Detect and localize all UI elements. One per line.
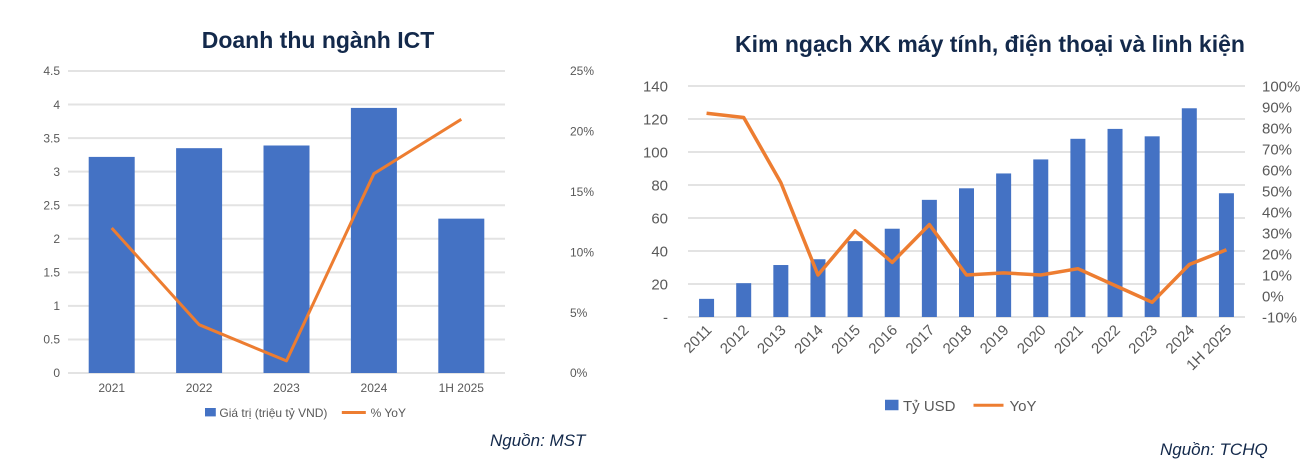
y2-tick-label: -10%	[1262, 309, 1297, 326]
bar	[996, 173, 1012, 317]
y-tick-label: 4	[53, 98, 60, 112]
legend-bar-label: Tỷ USD	[903, 398, 956, 415]
y-tick-label: -	[663, 309, 668, 326]
x-tick-label: 2020	[1014, 322, 1050, 358]
bar	[884, 228, 900, 317]
x-tick-label: 2021	[98, 381, 125, 395]
legend-bar-swatch	[885, 399, 899, 411]
bar	[1033, 159, 1049, 317]
x-tick-label: 2015	[828, 322, 864, 358]
x-tick-label: 2023	[1125, 322, 1161, 358]
y2-tick-label: 5%	[570, 306, 588, 320]
source-note: Nguồn: TCHQ	[1160, 440, 1268, 459]
bar	[847, 241, 863, 317]
bar	[736, 283, 752, 317]
x-tick-label: 2024	[361, 381, 388, 395]
bar	[959, 188, 974, 317]
y-tick-label: 140	[643, 78, 668, 95]
y-tick-label: 2.5	[43, 198, 60, 212]
y2-tick-label: 0%	[570, 366, 588, 380]
x-tick-label: 2011	[681, 322, 716, 357]
x-tick-label: 2013	[754, 322, 790, 358]
y-tick-label: 100	[643, 144, 668, 161]
x-tick-label: 2018	[940, 322, 976, 358]
y-tick-label: 1	[53, 299, 60, 313]
y-tick-label: 80	[651, 177, 668, 194]
chart-title: Doanh thu ngành ICT	[202, 27, 435, 53]
x-tick-label: 2014	[791, 322, 827, 358]
bar	[773, 265, 789, 317]
y-tick-label: 0	[53, 366, 60, 380]
x-tick-label: 2023	[273, 381, 300, 395]
x-tick-label: 2022	[186, 381, 213, 395]
y2-tick-label: 30%	[1262, 225, 1292, 242]
x-tick-label: 1H 2025	[439, 381, 485, 395]
source-note: Nguồn: MST	[490, 431, 587, 450]
legend-line-label: % YoY	[371, 406, 406, 420]
y2-tick-label: 20%	[1262, 246, 1292, 263]
y2-tick-label: 60%	[1262, 162, 1292, 179]
bar	[1144, 136, 1160, 317]
y-tick-label: 40	[651, 243, 668, 260]
x-tick-label: 2012	[717, 322, 753, 358]
y2-tick-label: 25%	[570, 64, 594, 78]
y-tick-label: 1.5	[43, 266, 60, 280]
y2-tick-label: 20%	[570, 125, 594, 139]
y2-tick-label: 15%	[570, 185, 594, 199]
x-tick-label: 2017	[903, 322, 939, 358]
y-tick-label: 4.5	[43, 64, 60, 78]
bar	[810, 259, 826, 317]
bar	[1070, 138, 1086, 317]
y2-tick-label: 100%	[1262, 78, 1300, 95]
y-tick-label: 20	[651, 276, 668, 293]
x-tick-label: 2021	[1051, 322, 1087, 358]
legend-line-label: YoY	[1010, 398, 1037, 415]
x-tick-label: 2022	[1088, 322, 1124, 358]
y2-tick-label: 50%	[1262, 183, 1292, 200]
bar	[699, 298, 715, 317]
bar	[263, 145, 310, 373]
bar	[88, 156, 135, 373]
chart-title: Kim ngạch XK máy tính, điện thoại và lin…	[735, 31, 1245, 57]
bar	[1181, 108, 1197, 318]
y2-tick-label: 90%	[1262, 99, 1292, 116]
y-tick-label: 2	[53, 232, 60, 246]
bar	[1107, 128, 1123, 317]
bar	[438, 218, 485, 373]
bar	[1218, 193, 1234, 317]
x-tick-label: 2019	[977, 322, 1013, 358]
bar	[176, 148, 223, 373]
y2-tick-label: 10%	[570, 245, 594, 259]
legend-bar-swatch	[205, 408, 216, 417]
bar	[921, 199, 937, 317]
bar	[350, 107, 397, 374]
x-tick-label: 2016	[865, 322, 901, 358]
y-tick-label: 3	[53, 165, 60, 179]
y-tick-label: 120	[643, 111, 668, 128]
y-tick-label: 0.5	[43, 333, 60, 347]
y2-tick-label: 10%	[1262, 267, 1292, 284]
y2-tick-label: 80%	[1262, 120, 1292, 137]
y2-tick-label: 40%	[1262, 204, 1292, 221]
y-tick-label: 60	[651, 210, 668, 227]
legend-bar-label: Giá trị (triệu tỷ VND)	[219, 406, 327, 420]
y2-tick-label: 70%	[1262, 141, 1292, 158]
y-tick-label: 3.5	[43, 131, 60, 145]
y2-tick-label: 0%	[1262, 288, 1284, 305]
